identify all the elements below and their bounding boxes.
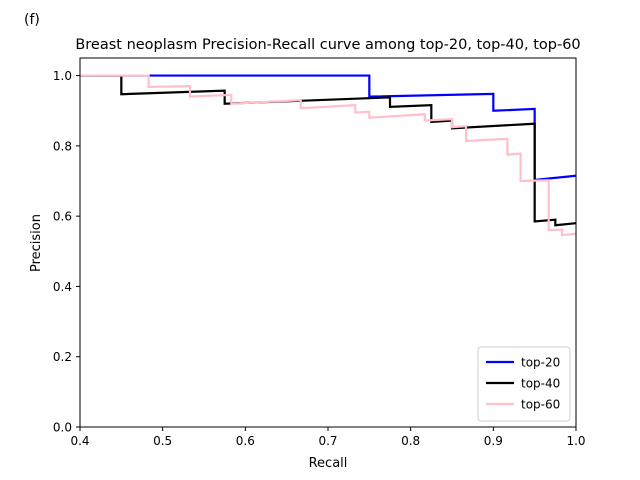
series-line-top-60 — [80, 74, 577, 237]
x-tick-label: 0.7 — [318, 434, 337, 448]
legend-label: top-20 — [521, 356, 560, 370]
legend: top-20 top-40 top-60 — [477, 346, 571, 422]
y-tick-label: 0.8 — [53, 139, 72, 153]
x-axis-label: Recall — [309, 456, 348, 471]
y-tick-label: 1.0 — [53, 69, 72, 83]
y-tick-label: 0.0 — [53, 421, 72, 435]
chart-title: Breast neoplasm Precision-Recall curve a… — [75, 37, 580, 53]
plot-area — [79, 57, 577, 428]
y-tick-label: 0.4 — [53, 280, 72, 294]
x-tick-label: 0.4 — [70, 434, 89, 448]
y-tick-label: 0.2 — [53, 350, 72, 364]
x-tick-label: 1.0 — [566, 434, 585, 448]
legend-label: top-60 — [521, 398, 560, 412]
y-axis: 0.0 0.2 0.4 0.6 0.8 1.0 — [53, 69, 80, 435]
x-axis: 0.4 0.5 0.6 0.7 0.8 0.9 1.0 — [70, 427, 586, 448]
x-tick-label: 0.5 — [153, 434, 172, 448]
x-tick-label: 0.9 — [484, 434, 503, 448]
x-tick-label: 0.8 — [401, 434, 420, 448]
legend-box — [477, 346, 571, 422]
y-axis-label: Precision — [29, 214, 44, 272]
panel-label: (f) — [24, 12, 40, 28]
legend-label: top-40 — [521, 377, 560, 391]
series-line-top-40 — [80, 74, 577, 227]
y-tick-label: 0.6 — [53, 210, 72, 224]
series-layer — [80, 74, 577, 237]
x-tick-label: 0.6 — [236, 434, 255, 448]
